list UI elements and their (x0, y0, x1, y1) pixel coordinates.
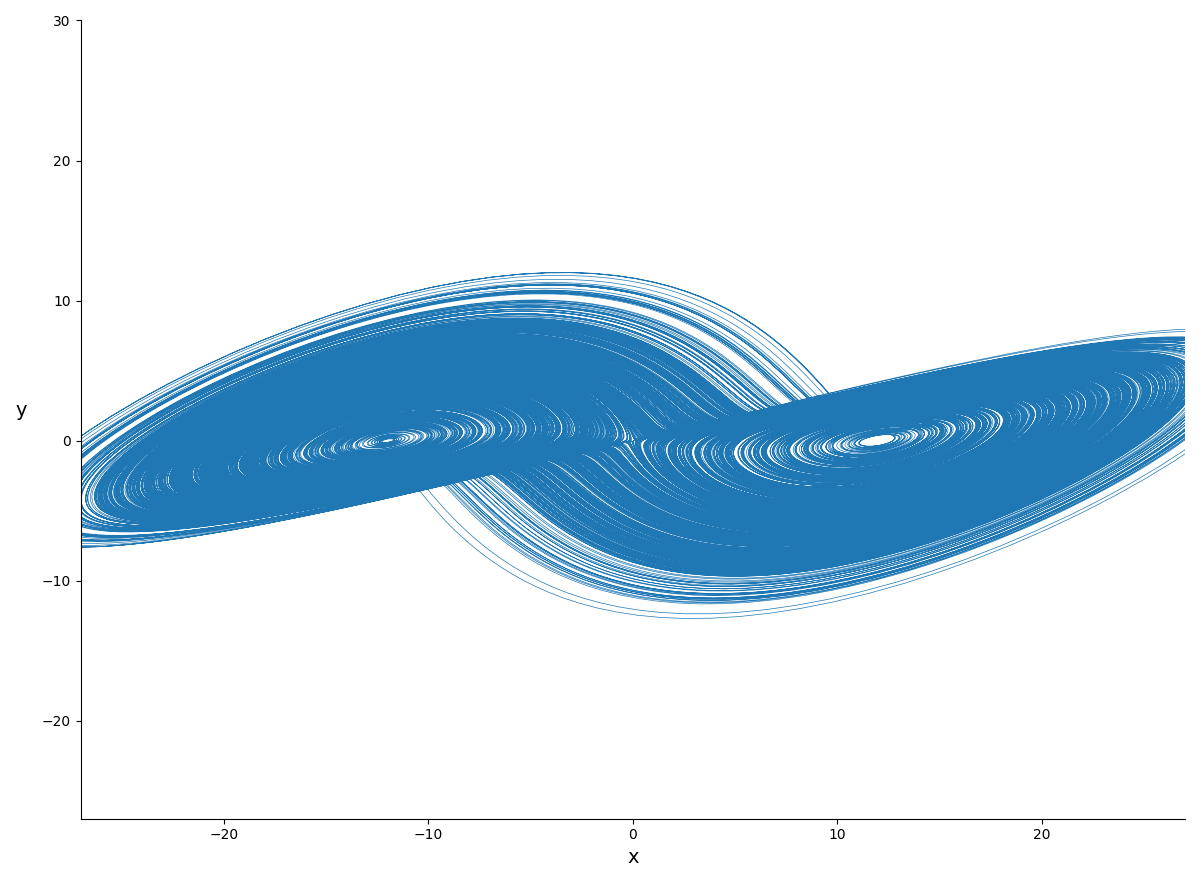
Y-axis label: y: y (14, 400, 26, 420)
X-axis label: x: x (628, 848, 638, 867)
